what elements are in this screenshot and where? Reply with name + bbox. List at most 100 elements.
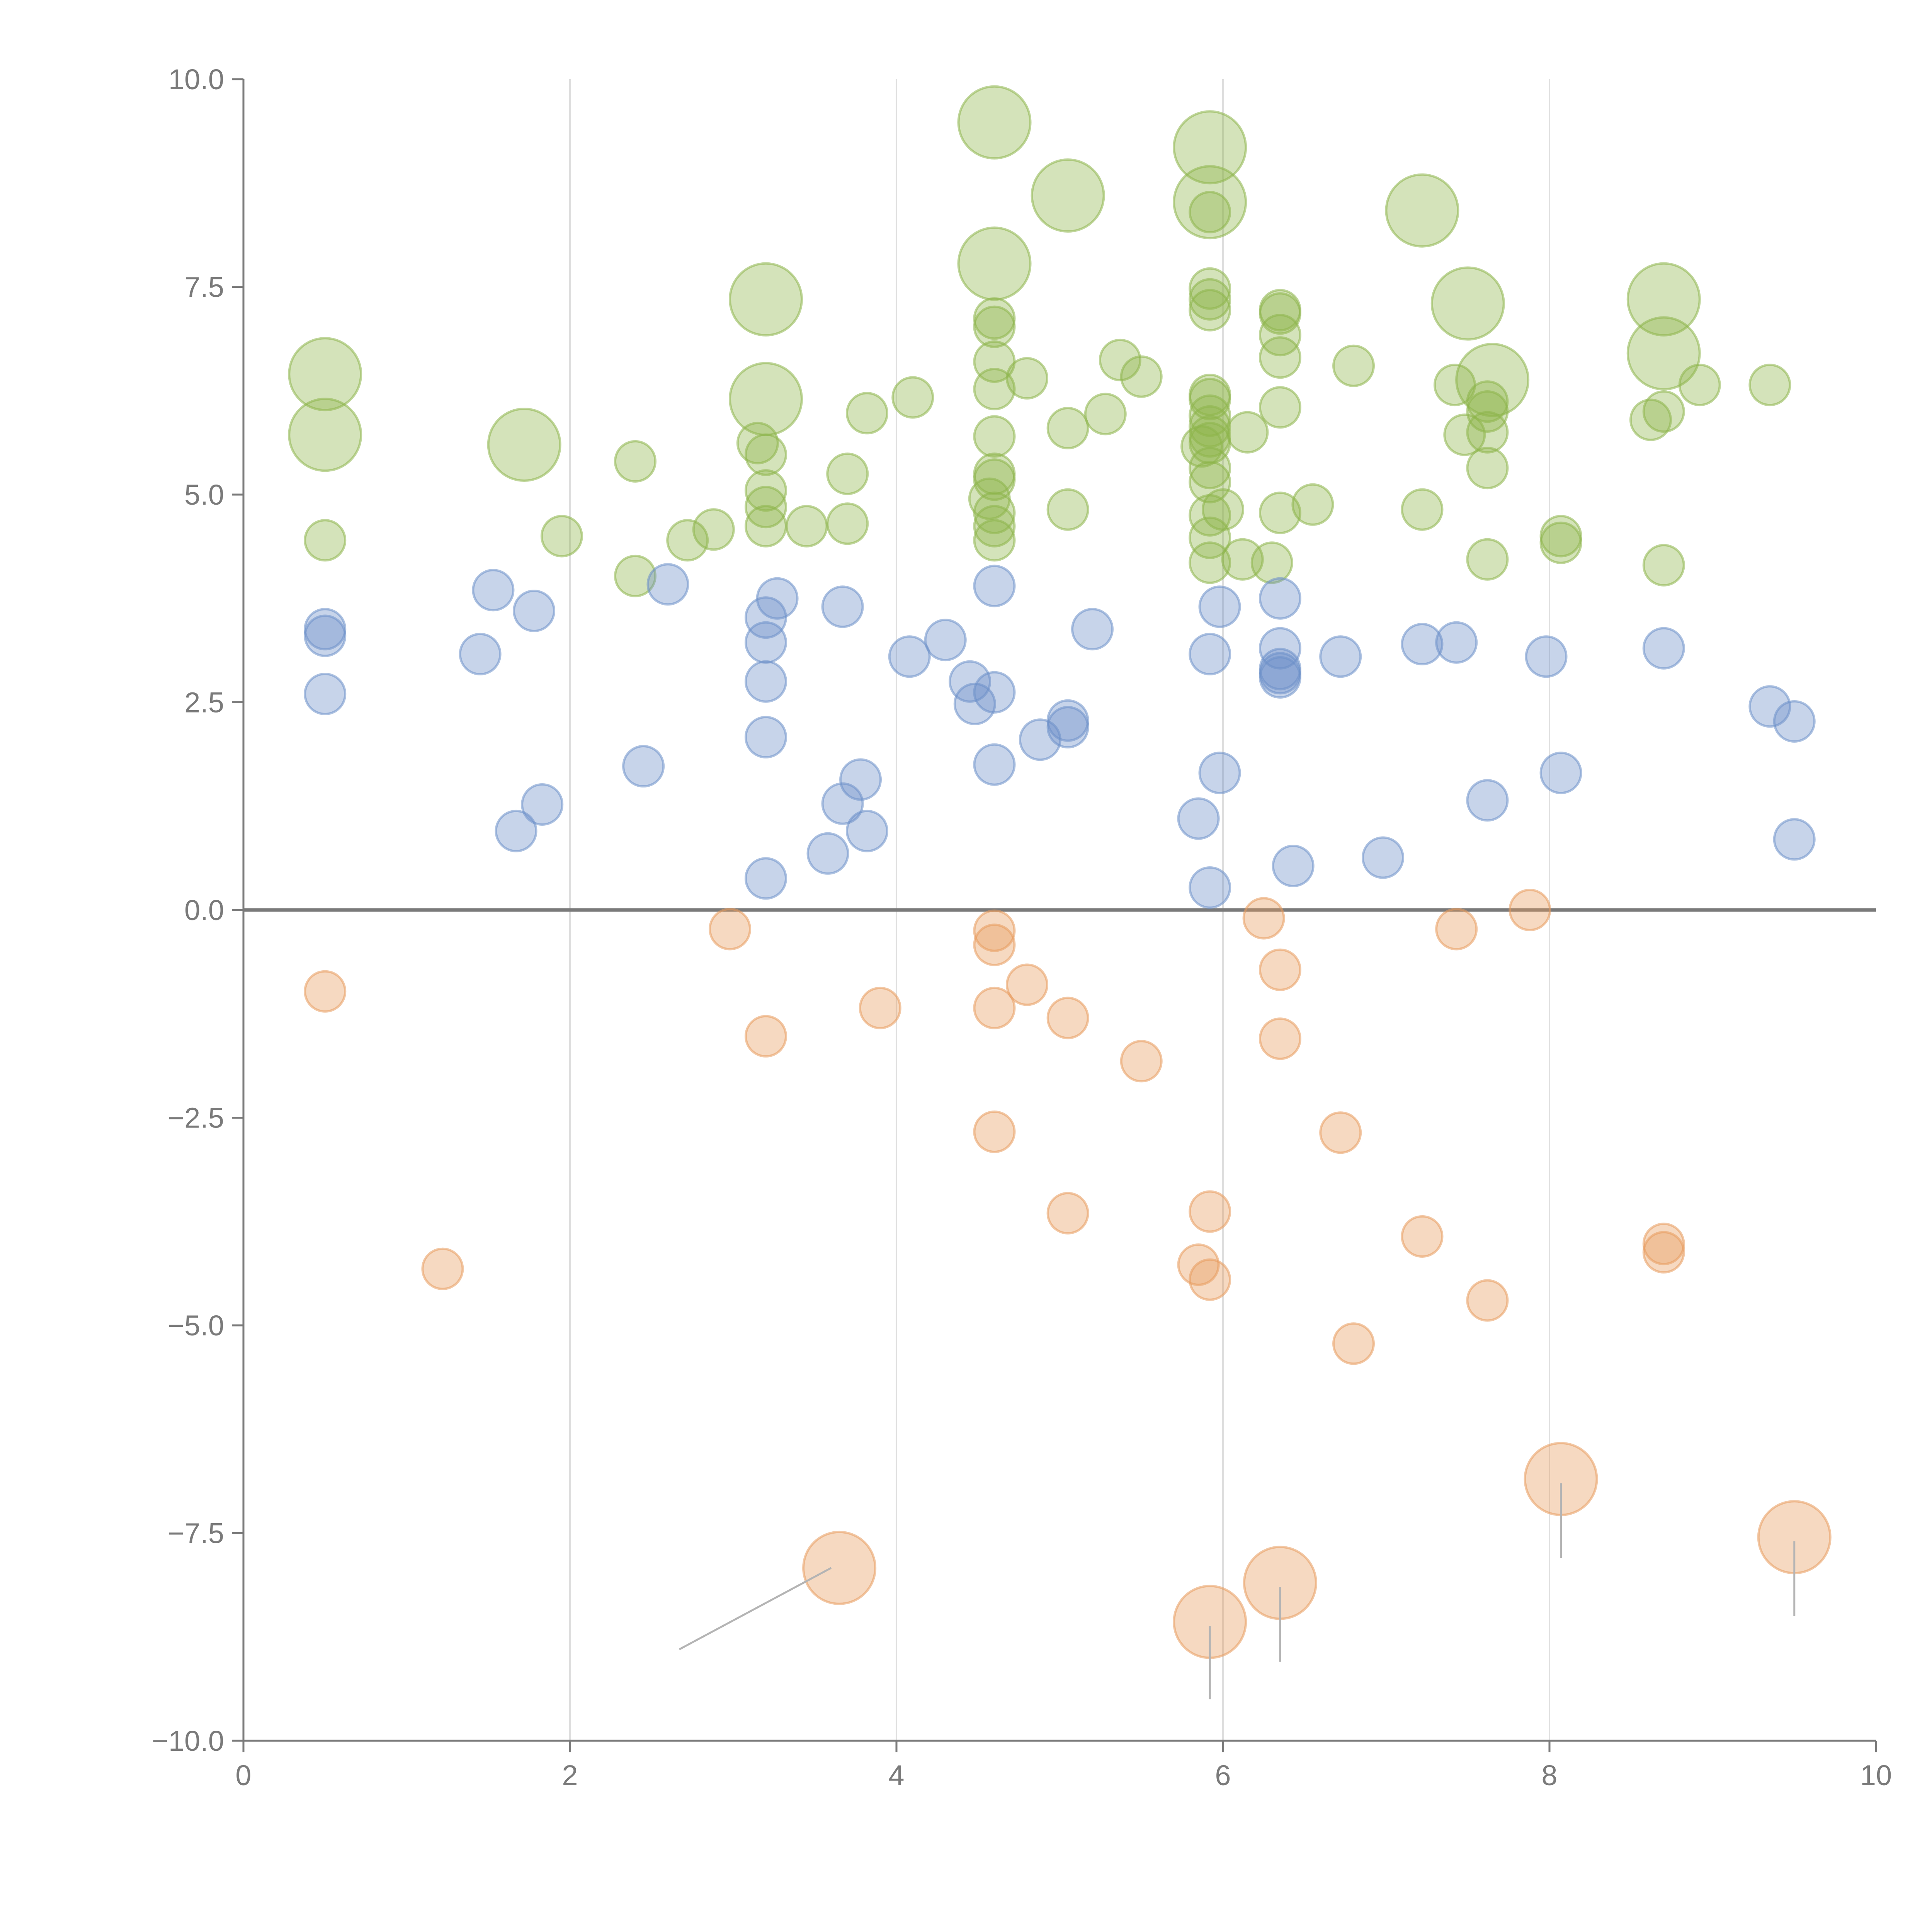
bubble-green: [1259, 336, 1301, 379]
bubble-green: [973, 519, 1016, 562]
bubble-green: [1189, 289, 1231, 332]
bubble-green: [745, 469, 787, 512]
bubble-green: [1332, 344, 1375, 387]
bubble-blue: [646, 563, 689, 606]
bubble-green: [1259, 292, 1301, 335]
y-tick-label: −2.5: [168, 1102, 224, 1134]
bubble-green: [1006, 357, 1048, 400]
bubble-blue: [622, 745, 665, 788]
bubble-green: [1466, 538, 1509, 581]
bubble-green: [1189, 541, 1231, 584]
bubble-orange: [1189, 1190, 1231, 1233]
leader-line: [679, 1567, 832, 1650]
y-tick-label: −10.0: [152, 1725, 224, 1757]
bubble-blue: [1198, 752, 1241, 794]
bubble-blue: [1539, 752, 1582, 794]
y-tick-label: 2.5: [184, 687, 224, 719]
bubble-blue: [745, 621, 787, 664]
bubble-green: [1189, 191, 1231, 233]
bubble-blue: [1362, 836, 1405, 879]
bubble-green: [973, 305, 1016, 348]
bubble-green: [304, 519, 347, 562]
bubble-blue: [521, 783, 564, 826]
bubble-green: [957, 226, 1032, 301]
bubble-green: [826, 452, 869, 495]
bubble-green: [540, 515, 583, 558]
bubble-blue: [745, 857, 787, 900]
bubble-green: [1259, 314, 1301, 357]
bubble-blue: [459, 633, 502, 675]
x-tick-label: 4: [888, 1759, 904, 1791]
bubble-blue: [756, 577, 799, 620]
bubble-green: [1189, 278, 1231, 321]
bubble-blue: [1198, 585, 1241, 628]
y-tick-label: 10.0: [168, 63, 224, 95]
bubble-orange: [1466, 1279, 1509, 1322]
bubble-blue: [1773, 700, 1816, 743]
bubble-blue: [1319, 635, 1362, 678]
bubble-blue: [1642, 627, 1685, 670]
bubble-green: [1466, 380, 1509, 423]
bubble-orange: [1332, 1322, 1375, 1365]
bubble-blue: [1401, 623, 1444, 665]
bubble-green: [1626, 316, 1701, 391]
bubble-blue: [745, 716, 787, 759]
bubble-orange: [1006, 963, 1048, 1006]
bubble-orange: [973, 909, 1016, 952]
bubble-blue: [513, 590, 556, 632]
bubble-green: [1466, 447, 1509, 490]
bubble-orange: [709, 908, 752, 951]
bubble-orange: [745, 1015, 787, 1058]
bubble-blue: [472, 569, 515, 612]
bubble-orange: [1509, 889, 1551, 931]
y-tick-label: 0.0: [184, 894, 224, 926]
bubble-green: [745, 433, 787, 476]
bubble-blue: [888, 635, 931, 678]
bubble-green: [957, 85, 1032, 160]
bubble-green: [1120, 355, 1163, 398]
bubble-green: [1202, 488, 1244, 531]
bubble-blue: [1435, 621, 1478, 664]
bubble-orange: [1046, 997, 1089, 1039]
bubble-green: [1642, 390, 1685, 433]
bubble-orange: [802, 1531, 877, 1605]
bubble-green: [692, 508, 735, 551]
y-tick-label: 7.5: [184, 271, 224, 303]
x-tick-label: 0: [235, 1759, 251, 1791]
bubble-blue: [973, 671, 1016, 714]
bubble-green: [729, 262, 803, 337]
bubble-blue: [806, 832, 849, 875]
bubble-blue: [1189, 633, 1231, 675]
bubble-orange: [1242, 897, 1285, 940]
bubble-green: [614, 440, 656, 483]
bubble-blue: [1748, 685, 1791, 728]
bubble-orange: [973, 923, 1016, 966]
bubble-green: [1099, 338, 1141, 381]
bubble-orange: [1120, 1040, 1163, 1083]
y-tick-label: 5.0: [184, 479, 224, 511]
bubble-green: [1385, 173, 1459, 248]
bubble-green: [1189, 447, 1231, 490]
bubble-green: [973, 367, 1016, 410]
bubble-blue: [1071, 608, 1114, 651]
bubble-green: [1173, 110, 1247, 185]
bubble-blue: [839, 758, 882, 801]
bubble-green: [487, 408, 561, 482]
bubble-blue: [973, 565, 1016, 607]
bubble-blue: [1525, 635, 1568, 678]
bubble-green: [1455, 343, 1530, 417]
bubble-green: [1250, 541, 1293, 584]
bubble-green: [973, 415, 1016, 458]
bubble-blue: [1466, 779, 1509, 822]
bubble-blue: [745, 660, 787, 703]
bubble-green: [1084, 393, 1127, 435]
bubble-green: [1678, 364, 1721, 406]
bubble-green: [1189, 516, 1231, 559]
x-ticks: 0 2 4 6 8 10: [235, 1741, 1892, 1791]
bubble-green: [1226, 411, 1269, 454]
bubble-green: [1046, 407, 1089, 449]
bubble-green: [1466, 411, 1509, 454]
bubble-orange: [1189, 1258, 1231, 1301]
bubble-green: [1189, 461, 1231, 503]
bubble-blue: [1177, 797, 1220, 840]
